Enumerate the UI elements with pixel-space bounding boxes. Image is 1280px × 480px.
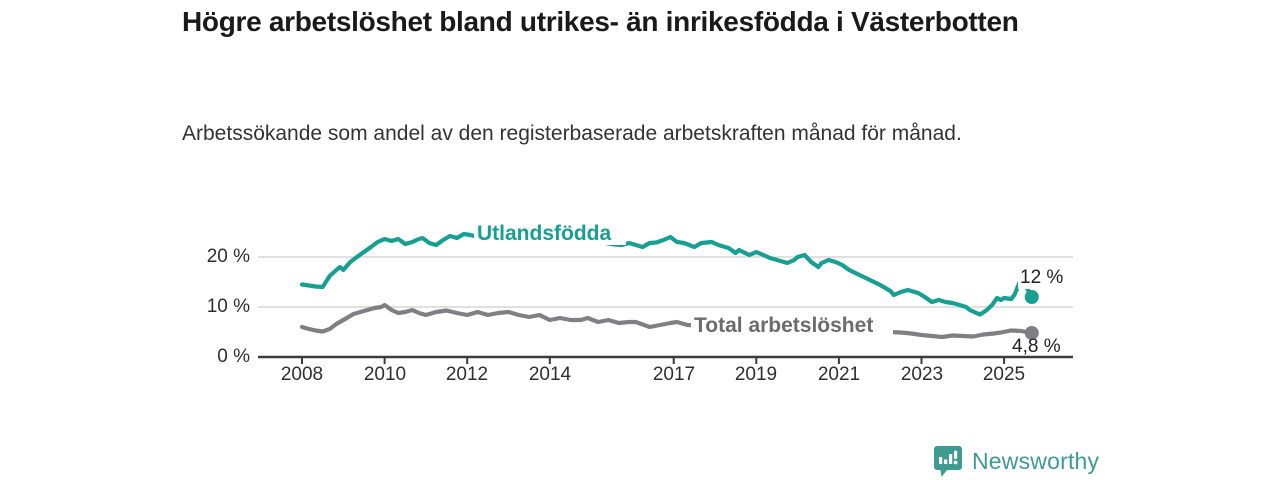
logo-wordmark: Newsworthy bbox=[972, 448, 1100, 474]
series-label-utlandsfodda: Utlandsfödda bbox=[474, 222, 626, 246]
series-line-1 bbox=[299, 302, 1034, 340]
series-label-total-arbetsloshet: Total arbetslöshet bbox=[691, 314, 893, 338]
x-axis-tick-label-2012: 2012 bbox=[445, 364, 489, 385]
series-end-dot-1 bbox=[1024, 326, 1039, 340]
x-axis-tick-label-2014: 2014 bbox=[528, 364, 572, 385]
end-value-label-utlandsfodda: 12 % bbox=[1018, 267, 1066, 289]
end-value-label-total: 4,8 % bbox=[1012, 336, 1061, 357]
y-axis-tick-label-20: 20 % bbox=[206, 246, 250, 267]
chart-subtitle: Arbetssökande som andel av den registerb… bbox=[182, 122, 962, 145]
newsworthy-logo: Newsworthy bbox=[933, 445, 1099, 478]
chart-title: Högre arbetslöshet bland utrikes- än inr… bbox=[182, 6, 1019, 37]
x-axis-tick-label-2008: 2008 bbox=[280, 364, 324, 385]
x-axis-tick-label-2017: 2017 bbox=[652, 364, 696, 385]
y-axis-tick-label-0: 0 % bbox=[217, 346, 250, 367]
x-axis-tick-label-2021: 2021 bbox=[817, 364, 861, 385]
series-end-dot-0 bbox=[1024, 290, 1039, 304]
series-line-0 bbox=[299, 231, 1034, 317]
x-axis-tick-label-2019: 2019 bbox=[734, 364, 778, 385]
y-axis-tick-label-10: 10 % bbox=[206, 296, 250, 317]
x-axis-tick-label-2010: 2010 bbox=[363, 364, 407, 385]
x-axis-tick-label-2023: 2023 bbox=[900, 364, 944, 385]
x-axis-tick-label-2025: 2025 bbox=[982, 364, 1026, 385]
bar-chart-speech-bubble-icon bbox=[934, 446, 962, 477]
